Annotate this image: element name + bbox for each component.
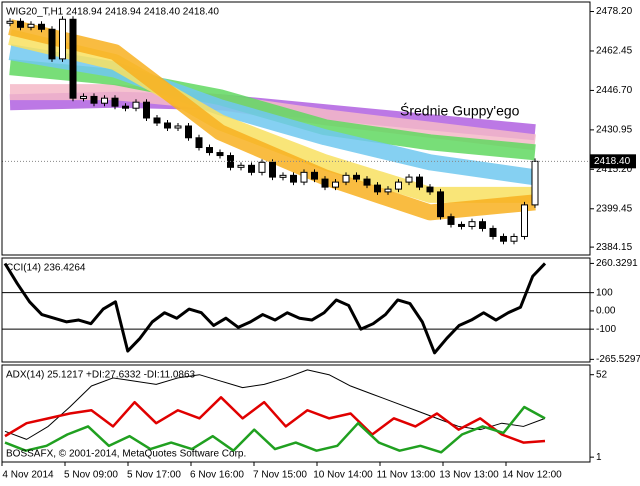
candle-body (27, 23, 35, 28)
panel-frame (1, 364, 591, 463)
candle-body (332, 181, 339, 188)
annotation: Średnie Guppy'ego (400, 102, 520, 119)
candle-body (489, 227, 497, 237)
candle-body (521, 204, 528, 237)
candle-body (6, 20, 14, 24)
candle-body (38, 23, 45, 30)
y-tick-label: 260.3291 (596, 258, 638, 269)
candle-body (416, 176, 423, 188)
y-tick-label: 2462.45 (596, 46, 633, 57)
candle-body (290, 174, 297, 183)
candle-body (153, 117, 161, 124)
candle-body (510, 235, 518, 242)
candle-body (69, 18, 77, 99)
candle-body (279, 174, 287, 178)
candle-body (479, 221, 486, 229)
candle-body (90, 95, 98, 104)
indicator-line (4, 396, 546, 444)
candle-body (426, 186, 434, 193)
candle-body (132, 101, 140, 109)
candle-body (531, 160, 539, 206)
x-tick-label: 5 Nov 09:00 (64, 470, 118, 481)
candle-body (185, 125, 192, 139)
panel (2, 262, 590, 355)
candle-body (300, 171, 308, 183)
y-tick-label: 1 (596, 452, 602, 463)
candle-body (311, 171, 318, 180)
panel-title: WIG20_T,H1 2418.94 2418.94 2418.40 2418.… (6, 7, 219, 18)
candle-body (342, 174, 350, 183)
candle-body (458, 223, 465, 227)
candle-body (447, 216, 455, 225)
panel (6, 16, 539, 245)
y-tick-label: -265.5297 (596, 354, 640, 365)
candle-body (17, 20, 24, 28)
guppy-ribbon (8, 29, 535, 203)
y-tick-label: -100 (596, 324, 616, 335)
y-tick-label: 100 (596, 287, 613, 298)
guppy-ribbon (8, 19, 536, 221)
indicator-line (4, 369, 546, 440)
x-tick-label: 6 Nov 16:00 (190, 470, 244, 481)
candle-body (269, 161, 276, 178)
candle-body (206, 147, 213, 154)
footer: BOSSAFX, © 2001-2014, MetaQuotes Softwar… (6, 449, 246, 460)
panel-title: CCI(14) 236.4264 (6, 263, 86, 274)
candle-body (353, 174, 360, 180)
panel-frame (1, 1, 591, 256)
candle-body (122, 105, 129, 109)
y-tick-label: 2399.45 (596, 203, 633, 214)
candle-body (395, 181, 402, 190)
candle-body (80, 95, 87, 99)
candle-body (500, 235, 507, 242)
indicator-line (4, 405, 546, 454)
candle-body (101, 97, 108, 104)
candle-body (405, 176, 413, 183)
candle-body (258, 161, 266, 173)
candle-body (174, 125, 182, 129)
panel-frame (1, 257, 591, 363)
guppy-ribbon (9, 59, 536, 161)
x-tick-label: 14 Nov 12:00 (502, 470, 562, 481)
y-tick-label: 52 (596, 369, 608, 380)
y-tick-label: 0.00 (596, 306, 616, 317)
indicator-line (3, 262, 547, 355)
x-tick-label: 4 Nov 2014 (2, 470, 54, 481)
candle-body (164, 122, 171, 129)
candle-body (321, 178, 329, 188)
candle-body (48, 28, 56, 60)
candle-body (111, 97, 119, 107)
candle-body (248, 164, 255, 173)
candle-body (195, 137, 203, 149)
current-price-label: 2418.40 (594, 156, 631, 167)
panel-title: ADX(14) 25.1217 +DI:27.6332 -DI:11.0863 (6, 370, 196, 381)
candle-body (216, 152, 224, 157)
x-tick-label: 5 Nov 17:00 (127, 470, 181, 481)
y-tick-label: 2478.20 (596, 6, 633, 17)
x-tick-label: 10 Nov 14:00 (313, 470, 373, 481)
candle-body (59, 18, 66, 60)
candle-body (384, 188, 392, 193)
y-tick-label: 2384.15 (596, 242, 633, 253)
x-tick-label: 11 Nov 13:00 (377, 470, 436, 481)
candle-body (143, 101, 150, 119)
y-tick-label: 2430.95 (596, 125, 633, 136)
candle-body (374, 184, 381, 193)
x-tick-label: 13 Nov 13:00 (439, 470, 499, 481)
current-price-box (590, 154, 636, 169)
candle-body (237, 164, 245, 168)
candle-body (437, 191, 444, 218)
guppy-ribbon (8, 44, 537, 186)
y-tick-label: 2446.70 (596, 85, 633, 96)
candle-body (363, 178, 371, 186)
candle-body (468, 221, 476, 227)
panel (4, 369, 546, 454)
y-tick-label: 2415.20 (596, 164, 633, 175)
x-tick-label: 7 Nov 15:00 (253, 470, 307, 481)
